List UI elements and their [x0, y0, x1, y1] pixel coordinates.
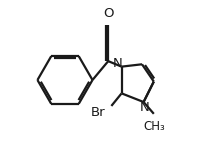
Text: CH₃: CH₃ — [142, 120, 164, 133]
Text: N: N — [112, 57, 122, 70]
Text: Br: Br — [90, 106, 105, 119]
Text: N: N — [139, 101, 149, 115]
Text: O: O — [102, 7, 113, 20]
